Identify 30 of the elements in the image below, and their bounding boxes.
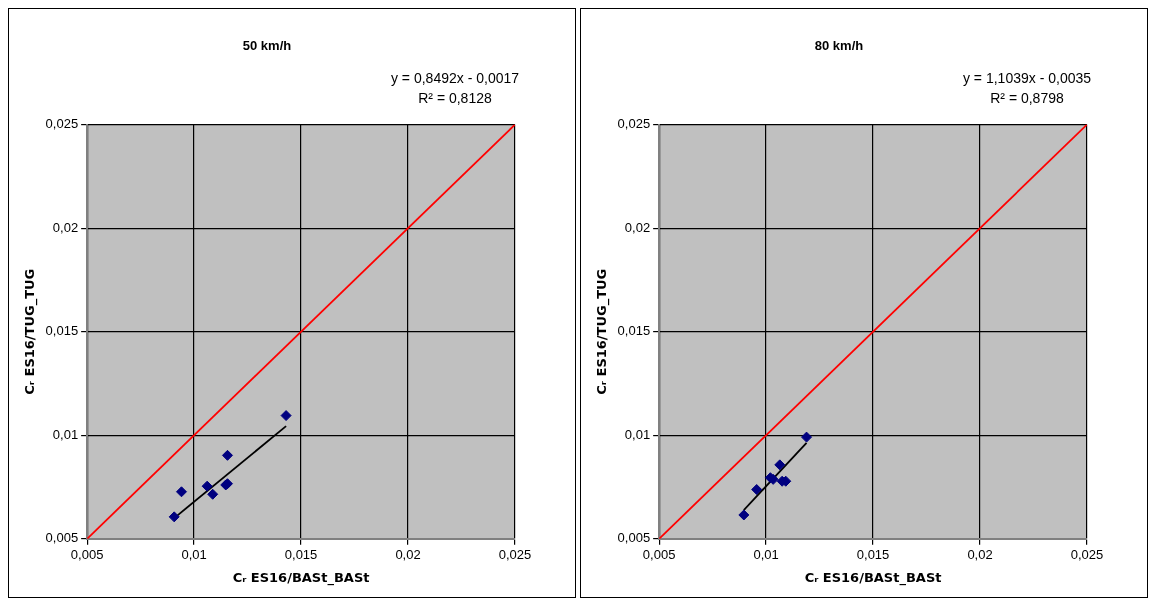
chart-title: 50 km/h (242, 38, 292, 54)
y-tick-label: 0,005 (45, 530, 79, 546)
y-tick-label: 0,025 (617, 116, 651, 132)
text: R² = 0,8798 (990, 89, 1064, 106)
x-tick-label: 0,02 (967, 547, 993, 563)
text: y = 0,8492x - 0,0017 (390, 69, 520, 86)
y-tick-label: 0,015 (45, 323, 79, 339)
x-tick-label: 0,005 (642, 547, 676, 563)
x-tick-label: 0,01 (753, 547, 779, 563)
y-tick-label: 0,02 (52, 219, 79, 235)
y-tick-label: 0,025 (45, 116, 79, 132)
x-tick-label: 0,015 (856, 547, 890, 563)
y-tick-label: 0,005 (617, 530, 651, 546)
x-tick-label: 0,02 (395, 547, 421, 563)
chart-title: 80 km/h (814, 38, 864, 54)
x-axis-title: Cᵣ ES16/BASt_BASt (804, 569, 942, 586)
x-tick-label: 0,025 (1070, 547, 1104, 563)
x-tick-label: 0,01 (181, 547, 207, 563)
x-axis-title: Cᵣ ES16/BASt_BASt (232, 569, 370, 586)
x-tick-label: 0,005 (70, 547, 104, 563)
y-tick-label: 0,01 (624, 426, 651, 442)
text: y = 1,1039x - 0,0035 (962, 69, 1092, 86)
x-tick-label: 0,015 (284, 547, 318, 563)
y-tick-label: 0,01 (52, 426, 79, 442)
y-tick-label: 0,02 (624, 219, 651, 235)
text: R² = 0,8128 (418, 89, 492, 106)
x-tick-label: 0,025 (498, 547, 532, 563)
y-axis-title: Cᵣ ES16/TUG_TUG (22, 268, 39, 395)
y-axis-title: Cᵣ ES16/TUG_TUG (594, 268, 611, 395)
y-tick-label: 0,015 (617, 323, 651, 339)
